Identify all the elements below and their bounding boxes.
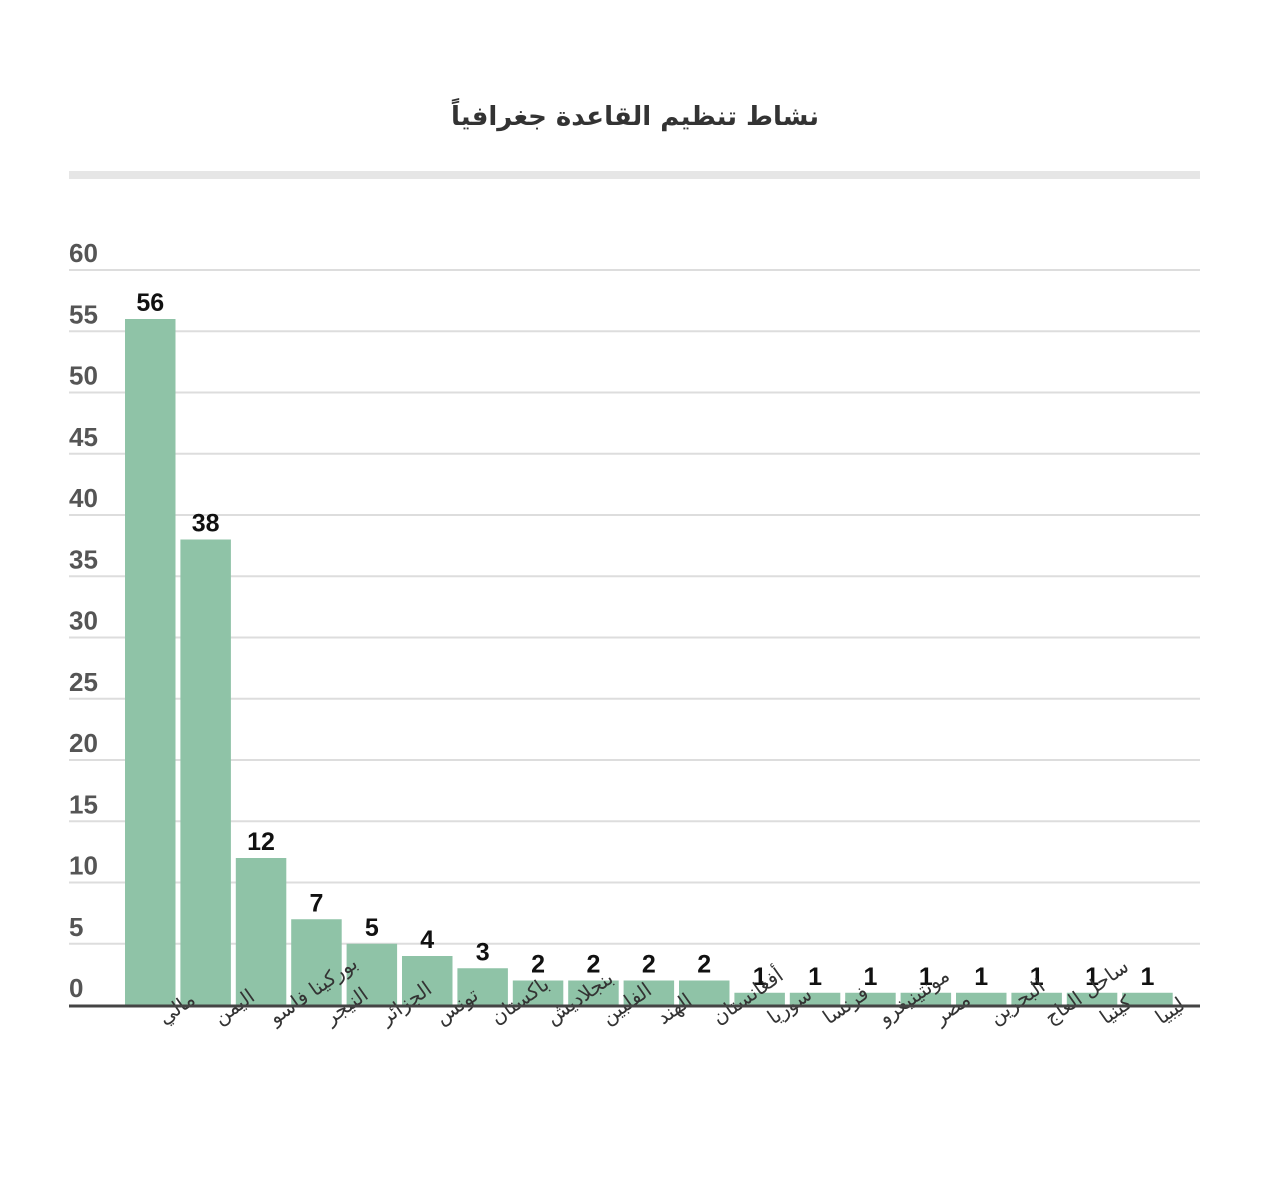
- bar: [1011, 992, 1062, 1005]
- y-tick-label: 60: [69, 238, 98, 268]
- data-label: 1: [919, 963, 933, 991]
- data-label: 1: [1030, 963, 1044, 991]
- y-tick-label: 35: [69, 544, 98, 574]
- data-label: 2: [531, 951, 545, 979]
- bar: [402, 956, 453, 1005]
- bar: [845, 992, 896, 1005]
- y-axis-ticks: 0 5 10 15 20 25 30 35 40 45 50 55 60: [69, 238, 98, 1003]
- bar: [679, 980, 730, 1005]
- bar: [900, 992, 952, 1005]
- data-label: 1: [1085, 963, 1099, 991]
- y-tick-label: 10: [69, 851, 98, 881]
- chart-title: نشاط تنظيم القاعدة جغرافياً: [450, 102, 820, 132]
- y-tick-label: 25: [69, 667, 98, 697]
- bar: [291, 919, 342, 1005]
- y-tick-label: 5: [69, 912, 83, 942]
- bar: [734, 992, 785, 1005]
- bar: [568, 980, 619, 1005]
- data-label: 38: [192, 510, 220, 538]
- data-label: 2: [642, 951, 656, 979]
- data-label: 12: [247, 828, 275, 856]
- bar: [346, 943, 398, 1005]
- data-label: 1: [753, 963, 767, 991]
- data-label: 7: [309, 889, 323, 917]
- data-label: 4: [420, 926, 434, 954]
- bar: [956, 992, 1007, 1005]
- y-tick-label: 45: [69, 422, 98, 452]
- gridlines: [69, 269, 1200, 945]
- data-label: 3: [476, 938, 490, 966]
- y-tick-label: 50: [69, 361, 98, 391]
- bar: [623, 980, 675, 1005]
- bars: [125, 319, 1173, 1005]
- data-label: 2: [586, 951, 600, 979]
- bar: [235, 858, 287, 1005]
- data-label: 5: [365, 914, 379, 942]
- data-label: 1: [863, 963, 877, 991]
- y-tick-label: 55: [69, 299, 98, 329]
- bar: [1122, 992, 1173, 1005]
- y-tick-label: 20: [69, 728, 98, 758]
- y-tick-label: 40: [69, 483, 98, 513]
- bar: [457, 968, 508, 1005]
- bar: [1066, 992, 1118, 1005]
- data-label: 56: [136, 289, 164, 317]
- data-label: 1: [974, 963, 988, 991]
- title-divider: [69, 171, 1200, 179]
- data-label: 2: [697, 951, 711, 979]
- bar: [789, 992, 841, 1005]
- data-label: 1: [808, 963, 822, 991]
- bar: [512, 980, 564, 1005]
- data-label: 1: [1140, 963, 1154, 991]
- y-tick-label: 30: [69, 606, 98, 636]
- bar: [125, 319, 176, 1005]
- bar: [180, 539, 231, 1005]
- y-tick-label: 15: [69, 789, 98, 819]
- y-tick-label: 0: [69, 973, 83, 1003]
- data-labels: 56 38 12 7 5 4 3 2 2 2 2 1 1 1 1 1 1 1 1: [136, 289, 1154, 991]
